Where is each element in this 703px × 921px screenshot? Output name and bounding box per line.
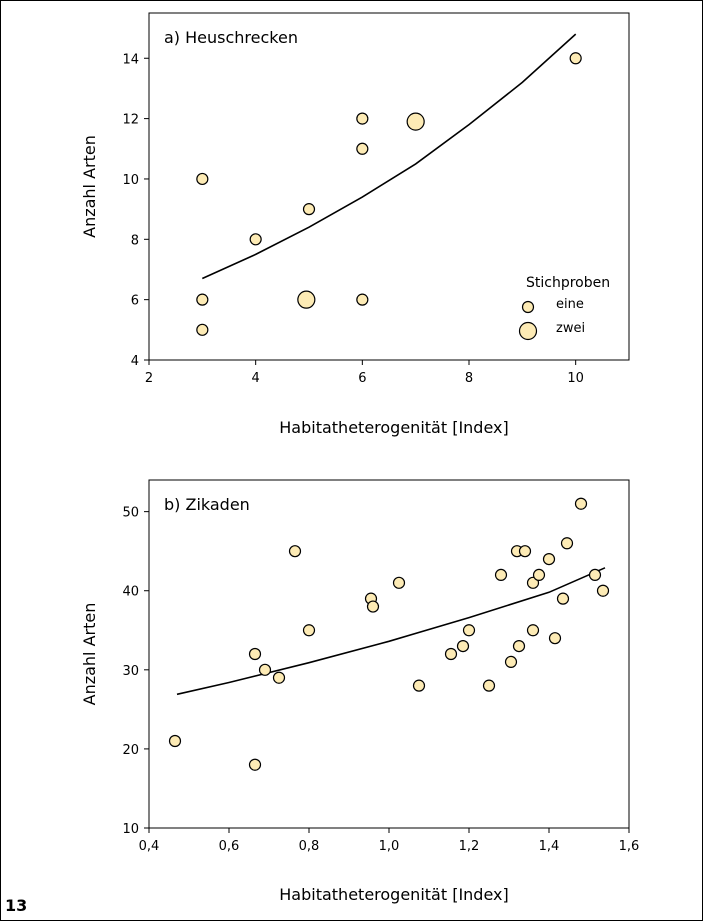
x-tick-label: 1,2 bbox=[459, 839, 480, 854]
data-point bbox=[588, 568, 602, 582]
y-tick-label: 4 bbox=[131, 354, 139, 369]
data-point bbox=[356, 112, 369, 125]
legend-marker-eine bbox=[521, 300, 535, 314]
x-axis-title: Habitatheterogenität [Index] bbox=[279, 885, 508, 904]
data-point bbox=[356, 142, 369, 155]
panel-title: a) Heuschrecken bbox=[164, 28, 298, 47]
x-tick-label: 10 bbox=[567, 371, 584, 386]
data-point bbox=[288, 545, 302, 558]
x-tick-label: 1,6 bbox=[619, 839, 640, 854]
y-tick-label: 10 bbox=[122, 822, 139, 837]
data-point bbox=[560, 537, 574, 550]
data-point bbox=[542, 552, 556, 566]
legend-title: Stichproben bbox=[526, 275, 610, 291]
data-point bbox=[249, 233, 262, 246]
data-point bbox=[456, 639, 470, 653]
data-point bbox=[518, 545, 532, 558]
data-point bbox=[512, 639, 526, 653]
data-point bbox=[532, 568, 546, 582]
data-point bbox=[574, 497, 588, 510]
x-tick-label: 0,8 bbox=[299, 839, 320, 854]
data-point bbox=[569, 52, 582, 65]
data-point bbox=[168, 734, 182, 748]
x-tick-label: 0,4 bbox=[139, 839, 160, 854]
x-tick-label: 2 bbox=[145, 371, 153, 386]
legend-label-zwei: zwei bbox=[556, 321, 585, 336]
y-tick-label: 40 bbox=[122, 585, 139, 600]
y-tick-label: 30 bbox=[122, 664, 139, 679]
plot-area-frame bbox=[148, 479, 630, 829]
x-tick-label: 6 bbox=[358, 371, 366, 386]
x-tick-label: 8 bbox=[465, 371, 473, 386]
y-axis-title: Anzahl Arten bbox=[80, 135, 99, 238]
data-point bbox=[356, 293, 369, 306]
data-point bbox=[482, 679, 496, 692]
chart-panel-b: 0,4 0,6 0,8 1,0 1,2 1,4 1,6 10 20 30 40 50 Habitathe… bbox=[80, 479, 640, 904]
x-tick-label: 1,4 bbox=[539, 839, 560, 854]
data-point bbox=[412, 679, 426, 692]
data-point bbox=[248, 758, 262, 771]
data-point bbox=[392, 576, 406, 589]
data-point bbox=[504, 655, 518, 669]
legend-marker-zwei bbox=[518, 321, 538, 341]
data-point bbox=[196, 323, 209, 336]
trend-line bbox=[201, 33, 577, 280]
data-point bbox=[548, 632, 562, 645]
data-point bbox=[596, 584, 610, 597]
y-tick-label: 6 bbox=[131, 294, 139, 309]
data-point-two-samples bbox=[406, 112, 425, 131]
data-point bbox=[196, 172, 209, 186]
y-tick-label: 50 bbox=[122, 506, 139, 521]
data-point bbox=[556, 592, 570, 605]
data-point bbox=[258, 663, 272, 676]
plot-area-frame bbox=[148, 12, 630, 361]
x-tick-label: 4 bbox=[252, 371, 260, 386]
page-number: 13 bbox=[5, 896, 28, 915]
legend: Stichproben eine zwei bbox=[518, 275, 610, 341]
y-tick-label: 10 bbox=[122, 173, 139, 188]
x-axis-title: Habitatheterogenität [Index] bbox=[279, 418, 508, 437]
y-tick-label: 14 bbox=[122, 52, 139, 67]
legend-label-eine: eine bbox=[556, 297, 584, 312]
y-tick-label: 8 bbox=[131, 233, 139, 248]
data-point bbox=[196, 293, 209, 306]
data-point-two-samples bbox=[297, 290, 316, 309]
y-tick-label: 12 bbox=[122, 113, 139, 128]
x-tick-label: 1,0 bbox=[379, 839, 400, 854]
data-point bbox=[462, 624, 476, 637]
x-tick-label: 0,6 bbox=[219, 839, 240, 854]
data-point bbox=[444, 647, 458, 661]
data-point bbox=[248, 647, 262, 661]
data-point bbox=[526, 624, 540, 637]
data-point bbox=[302, 624, 316, 637]
y-axis-title: Anzahl Arten bbox=[80, 603, 99, 706]
panel-title: b) Zikaden bbox=[164, 495, 250, 514]
data-point bbox=[494, 568, 508, 582]
data-point bbox=[302, 203, 316, 216]
data-point bbox=[366, 600, 380, 613]
y-tick-label: 20 bbox=[122, 743, 139, 758]
trend-line bbox=[176, 567, 606, 696]
data-point bbox=[272, 671, 286, 684]
